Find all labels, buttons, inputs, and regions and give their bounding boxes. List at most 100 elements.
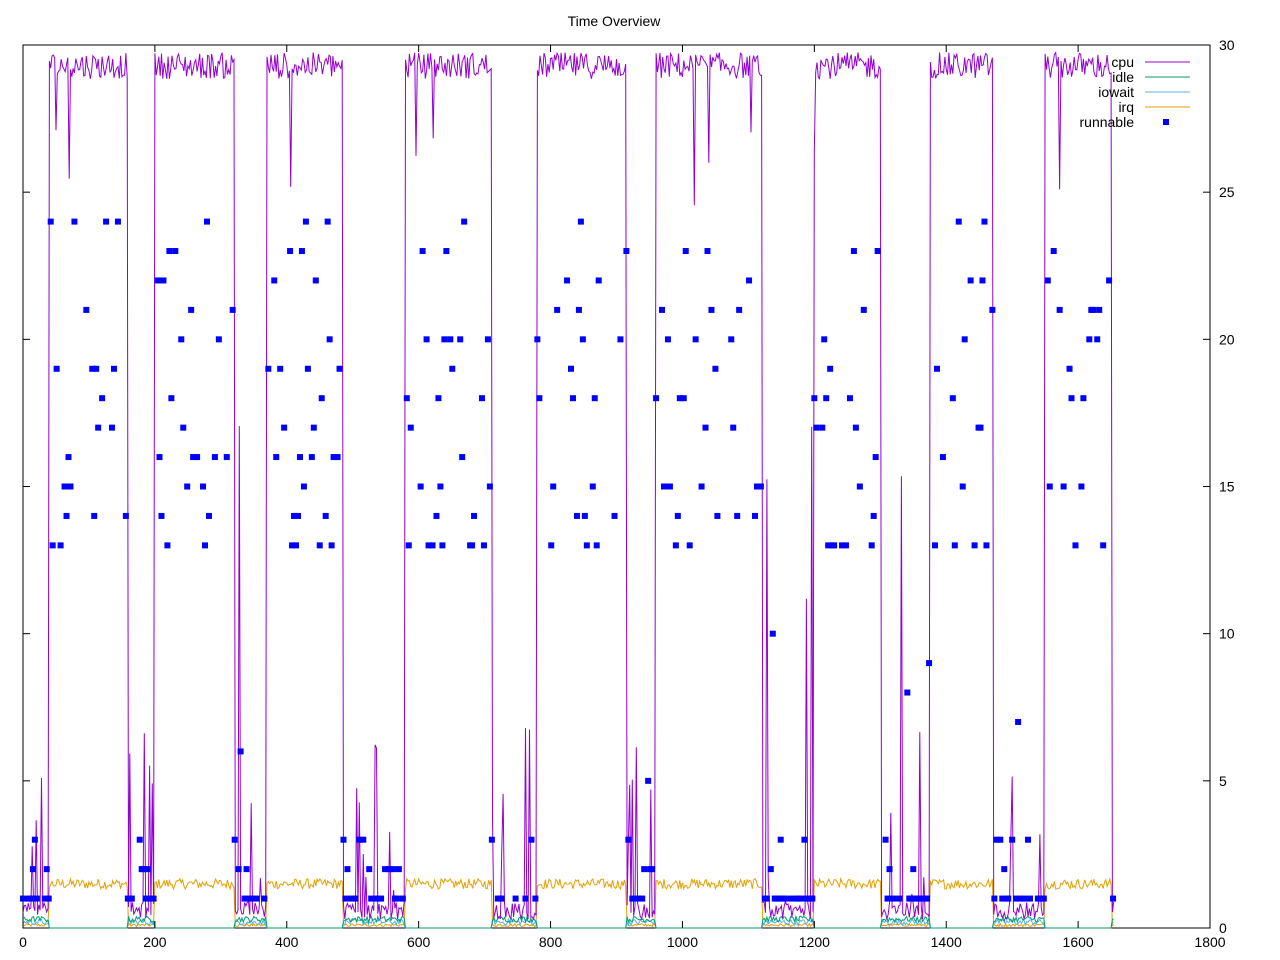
runnable-point [399,895,406,902]
runnable-point [53,365,60,372]
runnable-point [1013,895,1020,902]
runnable-point [823,395,830,402]
runnable-point [334,454,341,461]
runnable-point [405,542,412,549]
legend-label-idle: idle [1112,69,1134,85]
runnable-point [417,483,424,490]
runnable-point [178,336,185,343]
runnable-point [801,836,808,843]
runnable-point [253,895,260,902]
runnable-point [166,248,173,255]
runnable-point [645,777,652,784]
runnable-point [532,895,539,902]
runnable-point [352,895,359,902]
runnable-point [692,336,699,343]
runnable-point [261,895,268,902]
runnable-point [819,424,826,431]
runnable-point [140,866,147,873]
irq-series-line [22,876,1115,928]
runnable-point [589,483,596,490]
runnable-point [71,218,78,225]
runnable-point [324,218,331,225]
runnable-point [156,454,163,461]
y-tick-label: 5 [1219,773,1227,789]
runnable-point [933,365,940,372]
x-tick-label: 1600 [1063,934,1094,950]
runnable-point [581,512,588,519]
runnable-point [623,248,630,255]
runnable-point [949,395,956,402]
runnable-point [154,277,161,284]
runnable-point [403,395,410,402]
runnable-point [443,248,450,255]
runnable-point [229,306,236,313]
runnable-point [348,895,355,902]
runnable-point [478,395,485,402]
runnable-point [550,483,557,490]
runnable-point [579,336,586,343]
runnable-point [884,895,891,902]
runnable-point [27,895,34,902]
runnable-point [981,218,988,225]
runnable-point [300,483,307,490]
runnable-point [205,512,212,519]
x-tick-label: 1000 [667,934,698,950]
runnable-point [959,483,966,490]
runnable-point [886,866,893,873]
runnable-point [1009,836,1016,843]
runnable-point [49,542,56,549]
runnable-point [1024,836,1031,843]
runnable-point [680,395,687,402]
runnable-point [979,277,986,284]
runnable-point [662,483,669,490]
runnable-point [91,512,98,519]
runnable-point [868,542,875,549]
runnable-point [435,395,442,402]
runnable-point [1060,483,1067,490]
runnable-point [825,542,832,549]
runnable-point [534,336,541,343]
x-tick-label: 600 [407,934,431,950]
runnable-point [340,836,347,843]
runnable-point [277,365,284,372]
runnable-point [746,277,753,284]
runnable-point [918,895,925,902]
runnable-point [439,542,446,549]
runnable-point [649,866,656,873]
runnable-point [237,748,244,755]
runnable-point [536,395,543,402]
runnable-point [1086,336,1093,343]
runnable-point [461,218,468,225]
runnable-point [168,395,175,402]
runnable-point [235,866,242,873]
runnable-point [47,218,54,225]
runnable-point [1096,306,1103,313]
y-tick-label: 10 [1219,626,1235,642]
runnable-point [366,866,373,873]
runnable-point [322,512,329,519]
runnable-point [65,454,72,461]
runnable-point [1090,306,1097,313]
runnable-point [164,542,171,549]
y-tick-label: 0 [1219,920,1227,936]
runnable-point [666,483,673,490]
runnable-point [128,895,135,902]
runnable-point [635,895,642,902]
runnable-point [1106,277,1113,284]
runnable-point [753,483,760,490]
legend-label-cpu: cpu [1111,54,1134,70]
runnable-point [330,454,337,461]
runnable-point [67,483,74,490]
x-tick-label: 1800 [1194,934,1225,950]
runnable-point [554,306,561,313]
runnable-point [190,454,197,461]
runnable-point [591,395,598,402]
runnable-point [548,542,555,549]
y-tick-label: 20 [1219,331,1235,347]
runnable-point [31,836,38,843]
runnable-point [787,895,794,902]
runnable-point [29,866,36,873]
runnable-point [471,512,478,519]
runnable-point [676,395,683,402]
